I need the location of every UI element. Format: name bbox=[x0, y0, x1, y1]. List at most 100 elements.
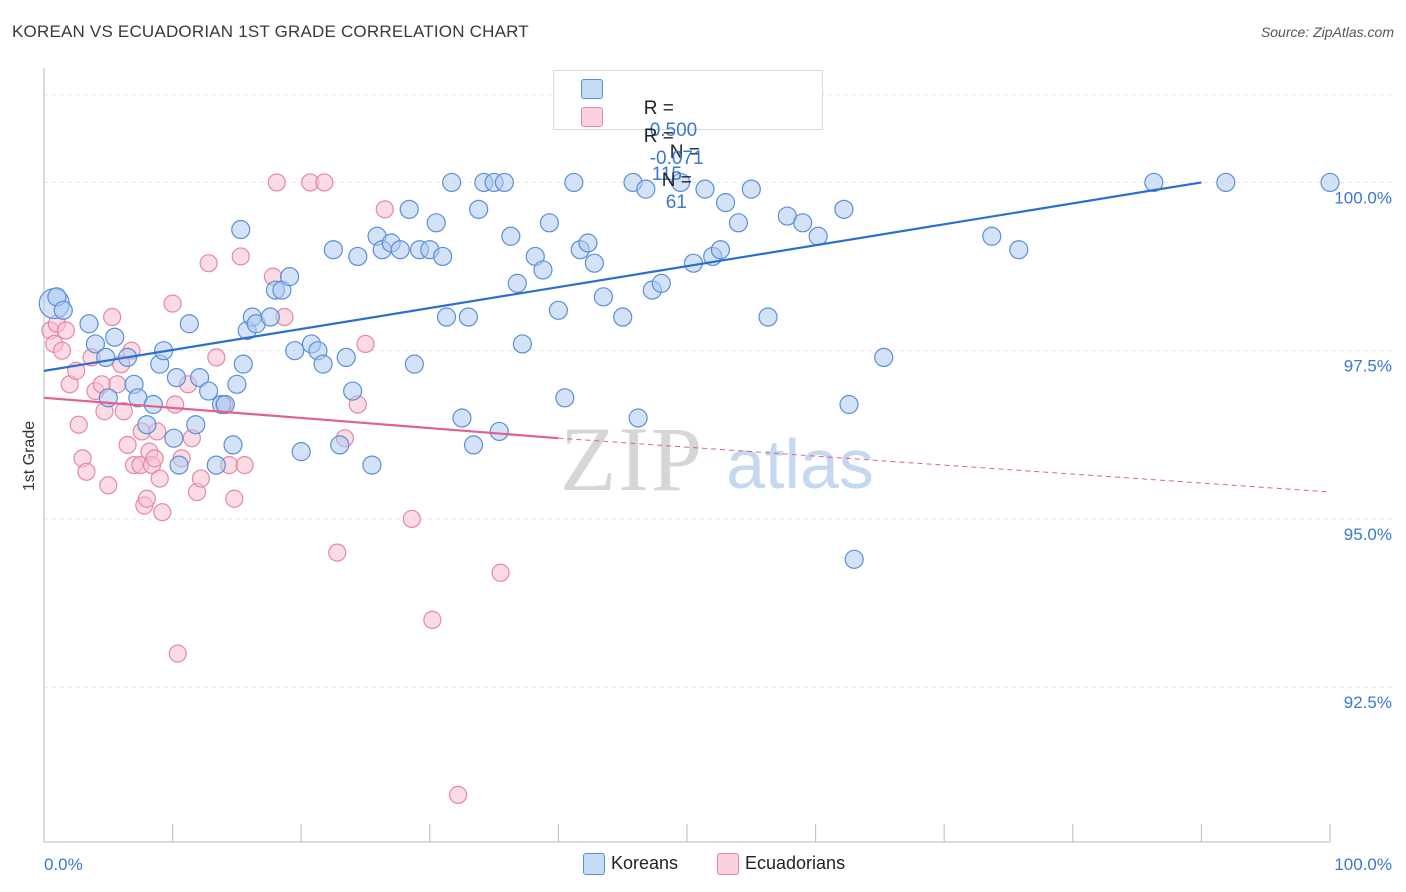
koreans-point bbox=[793, 213, 813, 233]
koreans-point bbox=[628, 408, 648, 428]
legend-label: Koreans bbox=[611, 853, 679, 873]
axis-layer bbox=[43, 68, 1331, 843]
ecuadorians-point bbox=[231, 247, 250, 266]
koreans-point bbox=[844, 549, 864, 569]
koreans-swatch bbox=[581, 79, 603, 99]
stats-row-ecuadorians: R = -0.071 N = 61 bbox=[554, 101, 822, 213]
koreans-point bbox=[651, 273, 671, 293]
koreans-point bbox=[433, 246, 453, 267]
koreans-point bbox=[758, 307, 778, 327]
koreans-point bbox=[1216, 172, 1236, 193]
tick-labels: 100.0% 97.5% 95.0% 92.5% 0.0% 100.0% bbox=[44, 188, 1392, 874]
koreans-point bbox=[834, 199, 854, 219]
koreans-point bbox=[233, 354, 253, 374]
koreans-point bbox=[584, 253, 605, 273]
ecuadorians-swatch bbox=[581, 107, 603, 127]
ecuadorians-point bbox=[137, 489, 156, 508]
koreans-point bbox=[1144, 172, 1164, 193]
y-tick-label: 97.5% bbox=[1344, 357, 1392, 376]
koreans-point bbox=[330, 435, 350, 455]
ecuadorians-point bbox=[328, 543, 347, 562]
koreans-point bbox=[436, 307, 457, 327]
ecuadorians-trend-line bbox=[43, 396, 559, 440]
ecuadorians-point bbox=[448, 785, 468, 804]
koreans-point bbox=[507, 273, 527, 293]
ecuadorians-swatch bbox=[717, 853, 739, 875]
koreans-point bbox=[715, 193, 736, 213]
y-tick-label: 95.0% bbox=[1344, 525, 1392, 544]
koreans-point bbox=[96, 347, 116, 368]
koreans-point bbox=[336, 347, 356, 368]
koreans-point bbox=[169, 455, 189, 475]
ecuadorians-point bbox=[114, 402, 133, 421]
ecuadorians-point bbox=[199, 254, 218, 273]
ecuadorians-point bbox=[423, 610, 442, 629]
ecuadorians-point bbox=[491, 563, 510, 582]
ecuadorians-points bbox=[41, 173, 510, 804]
ecuadorians-point bbox=[315, 173, 334, 192]
koreans-point bbox=[874, 347, 894, 368]
koreans-point bbox=[223, 435, 243, 455]
koreans-point bbox=[79, 314, 99, 334]
r-value: 0.500 bbox=[649, 120, 698, 141]
koreans-point bbox=[166, 368, 187, 388]
legend-label: Ecuadorians bbox=[745, 853, 846, 873]
ecuadorians-trend-extension bbox=[558, 437, 1331, 493]
koreans-points bbox=[38, 172, 1340, 569]
koreans-point bbox=[741, 179, 761, 199]
watermark-zip: ZIP bbox=[560, 408, 704, 510]
koreans-point bbox=[323, 240, 343, 260]
ecuadorians-point bbox=[356, 334, 375, 354]
koreans-point bbox=[143, 394, 163, 415]
koreans-point bbox=[613, 307, 633, 327]
koreans-point bbox=[348, 246, 368, 267]
ecuadorians-point bbox=[235, 455, 254, 475]
watermark-atlas: atlas bbox=[726, 425, 874, 503]
x-tick-label: 100.0% bbox=[1334, 855, 1392, 874]
koreans-swatch bbox=[583, 853, 605, 875]
koreans-point bbox=[105, 327, 125, 347]
koreans-point bbox=[53, 300, 73, 320]
koreans-point bbox=[548, 300, 569, 320]
koreans-point bbox=[578, 233, 598, 253]
ecuadorians-point bbox=[163, 294, 182, 313]
ecuadorians-point bbox=[99, 476, 118, 495]
koreans-point bbox=[494, 172, 514, 193]
r-label: R = bbox=[643, 98, 674, 119]
x-tick-label: 0.0% bbox=[44, 855, 83, 874]
koreans-point bbox=[463, 435, 484, 455]
koreans-trend-line bbox=[43, 181, 1202, 372]
koreans-point bbox=[85, 334, 106, 354]
koreans-point bbox=[137, 415, 157, 435]
ecuadorians-point bbox=[69, 415, 88, 434]
koreans-point bbox=[227, 374, 247, 394]
koreans-point bbox=[343, 381, 363, 401]
koreans-point bbox=[190, 368, 210, 388]
ecuadorians-point bbox=[168, 644, 187, 663]
ecuadorians-point bbox=[207, 348, 226, 367]
koreans-point bbox=[231, 219, 251, 240]
ecuadorians-point bbox=[77, 462, 96, 481]
ecuadorians-point bbox=[145, 449, 164, 468]
ecuadorians-point bbox=[402, 509, 421, 529]
koreans-point bbox=[260, 307, 280, 327]
n-value: 61 bbox=[665, 192, 687, 213]
koreans-point bbox=[728, 213, 749, 233]
koreans-point bbox=[362, 455, 382, 475]
chart-title: KOREAN VS ECUADORIAN 1ST GRADE CORRELATI… bbox=[12, 22, 529, 41]
koreans-point bbox=[469, 199, 489, 219]
koreans-point bbox=[164, 428, 184, 448]
ecuadorians-point bbox=[375, 200, 394, 219]
koreans-point bbox=[710, 240, 731, 260]
r-value: -0.071 bbox=[649, 148, 704, 169]
n-label: N = bbox=[669, 142, 700, 163]
koreans-point bbox=[285, 341, 305, 361]
stats-row-koreans: R = 0.500 N = 115 bbox=[554, 73, 822, 185]
koreans-point bbox=[399, 199, 419, 219]
koreans-point bbox=[564, 172, 584, 193]
koreans-point bbox=[1320, 172, 1340, 193]
y-tick-label: 92.5% bbox=[1344, 693, 1392, 712]
koreans-point bbox=[452, 408, 472, 428]
koreans-point bbox=[458, 307, 478, 327]
ecuadorians-point bbox=[52, 341, 72, 360]
